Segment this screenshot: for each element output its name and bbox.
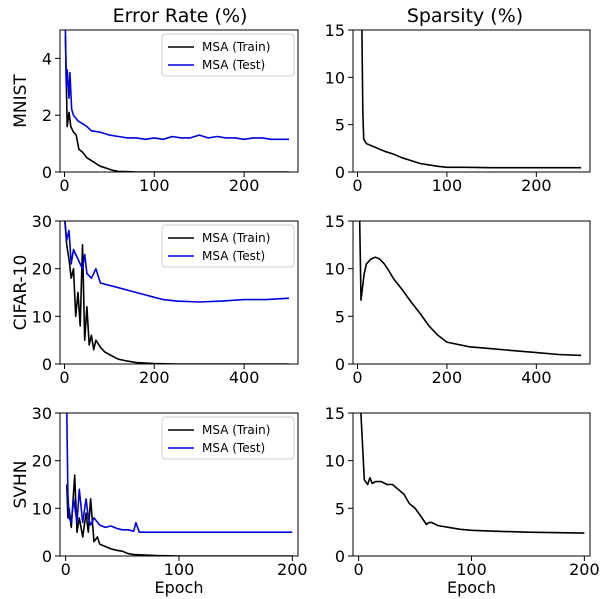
col-title-sparsity: Sparsity (%)	[407, 5, 523, 27]
series-line-msa-test-p0	[64, 30, 289, 141]
x-tick-label: 0	[61, 560, 71, 579]
x-tick-label: 400	[521, 368, 552, 387]
x-tick-label: 100	[139, 176, 170, 195]
col-title-error-rate: Error Rate (%)	[113, 5, 248, 27]
legend-label: MSA (Test)	[202, 441, 265, 455]
y-tick-label: 0	[42, 163, 52, 182]
x-tick-label: 400	[229, 368, 260, 387]
row-label-mnist: MNIST	[11, 74, 31, 128]
x-tick-label: 0	[352, 176, 362, 195]
y-tick-label: 5	[335, 307, 345, 326]
legend: MSA (Train) MSA (Test)	[161, 33, 295, 77]
y-tick-label: 5	[335, 499, 345, 518]
y-tick-label: 5	[335, 116, 345, 135]
x-tick-label: 200	[432, 368, 463, 387]
series-line-sparsity-p5	[360, 413, 585, 534]
panel-2: 0 200 400 0 10 20 30 CIFAR-10 MSA (Train) MSA (Te…	[11, 212, 299, 387]
axes-frame	[59, 220, 299, 365]
x-tick-label: 100	[164, 560, 195, 579]
panel-1: 0 100 200 0 5 10 15	[325, 21, 591, 195]
legend: MSA (Train) MSA (Test)	[161, 224, 295, 268]
x-tick-label: 200	[229, 176, 260, 195]
legend-box	[161, 33, 295, 77]
x-tick-label: 0	[354, 560, 364, 579]
x-tick-label: 0	[352, 368, 362, 387]
row-label-cifar-10: CIFAR-10	[11, 255, 31, 331]
y-tick-label: 15	[325, 21, 345, 40]
axes-frame	[59, 29, 299, 173]
x-axis-label: Epoch	[447, 578, 496, 597]
series-line-sparsity-p3	[358, 221, 582, 357]
y-tick-label: 2	[42, 106, 52, 125]
y-tick-label: 30	[32, 212, 52, 231]
series-line-msa-train-p4	[66, 474, 293, 556]
x-tick-label: 0	[59, 176, 69, 195]
y-tick-label: 0	[42, 547, 52, 566]
legend-box	[161, 224, 295, 268]
y-tick-label: 0	[42, 355, 52, 374]
series-line-msa-train-p0	[64, 35, 289, 172]
legend-label: MSA (Test)	[202, 249, 265, 263]
y-tick-label: 10	[325, 260, 345, 279]
y-tick-label: 10	[325, 68, 345, 87]
y-tick-label: 10	[325, 452, 345, 471]
x-tick-label: 100	[432, 176, 463, 195]
legend-label: MSA (Train)	[202, 423, 270, 437]
row-label-svhn: SVHN	[11, 461, 31, 509]
y-tick-label: 0	[335, 547, 345, 566]
series-line-sparsity-p1	[361, 30, 582, 169]
legend-box	[161, 416, 295, 460]
legend: MSA (Train) MSA (Test)	[161, 416, 295, 460]
y-tick-label: 20	[32, 452, 52, 471]
x-tick-label: 200	[277, 560, 308, 579]
axes-frame	[352, 220, 591, 365]
y-tick-label: 10	[32, 307, 52, 326]
x-axis-label: Epoch	[155, 578, 204, 597]
x-tick-label: 100	[456, 560, 487, 579]
series-line-msa-test-p4	[66, 413, 293, 534]
legend-label: MSA (Train)	[202, 40, 270, 54]
y-tick-label: 15	[325, 404, 345, 423]
x-tick-label: 200	[139, 368, 170, 387]
x-tick-label: 200	[569, 560, 600, 579]
series-line-msa-train-p2	[64, 221, 289, 364]
legend-label: MSA (Test)	[202, 58, 265, 72]
x-tick-label: 0	[59, 368, 69, 387]
y-tick-label: 4	[42, 49, 52, 68]
legend-label: MSA (Train)	[202, 231, 270, 245]
axes-frame	[352, 29, 591, 173]
y-tick-label: 0	[335, 163, 345, 182]
y-tick-label: 15	[325, 212, 345, 231]
panel-3: 0 200 400 0 5 10 15	[325, 212, 591, 387]
y-tick-label: 30	[32, 404, 52, 423]
x-tick-label: 200	[521, 176, 552, 195]
y-tick-label: 0	[335, 355, 345, 374]
y-tick-label: 10	[32, 499, 52, 518]
panel-0: 0 100 200 0 2 4 MNIST MSA (Train) MSA (Test)	[11, 29, 299, 195]
panel-5: 0 100 200 0 5 10 15 Epoch	[325, 404, 600, 597]
series-line-msa-test-p2	[64, 221, 290, 303]
y-tick-label: 20	[32, 260, 52, 279]
